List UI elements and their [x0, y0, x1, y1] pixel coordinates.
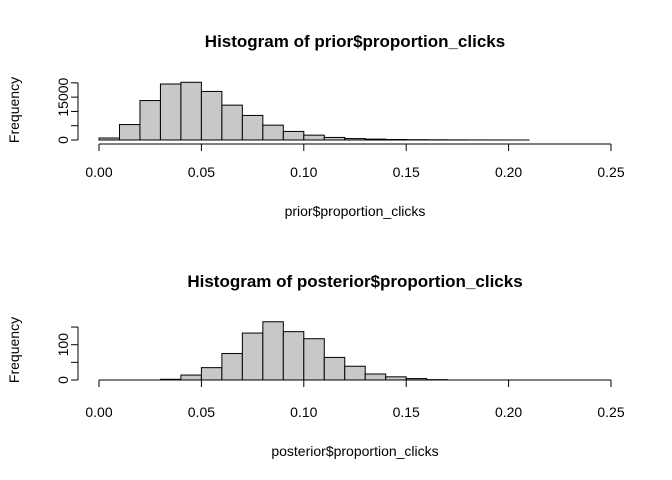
prior-bar: [323, 136, 346, 141]
prior-bar: [98, 137, 120, 141]
posterior-x-tick-label: 0.05: [188, 404, 215, 420]
prior-bar: [139, 100, 161, 141]
posterior-bar: [180, 374, 202, 381]
posterior-bars: [159, 321, 448, 381]
posterior-bar: [262, 321, 284, 381]
prior-x-tick-label: 0.00: [85, 164, 112, 180]
posterior-bar: [323, 356, 346, 381]
prior-chart-title: Histogram of prior$proportion_clicks: [205, 32, 505, 51]
posterior-bar: [282, 331, 305, 381]
posterior-histogram-panel: Histogram of posterior$proportion_clicks…: [6, 272, 625, 459]
posterior-x-tick-label: 0.25: [597, 404, 624, 420]
prior-bar: [303, 134, 325, 141]
posterior-y-axis-label: Frequency: [6, 317, 22, 383]
prior-x-tick-label: 0.25: [597, 164, 624, 180]
prior-bar: [159, 83, 182, 141]
posterior-x-tick-label: 0.20: [495, 404, 522, 420]
posterior-x-tick-label: 0.15: [393, 404, 420, 420]
prior-bar: [282, 130, 305, 141]
posterior-bar: [303, 338, 325, 381]
prior-y-axis: 0 15000: [55, 77, 79, 144]
posterior-bar: [344, 365, 366, 381]
posterior-x-axis: 0.00 0.05 0.10 0.15 0.20 0.25: [85, 379, 625, 420]
posterior-x-axis-label: posterior$proportion_clicks: [271, 443, 438, 459]
prior-x-tick-label: 0.15: [393, 164, 420, 180]
posterior-bar: [221, 353, 243, 381]
prior-histogram-panel: Histogram of prior$proportion_clicks Fre…: [6, 32, 625, 219]
posterior-chart-title: Histogram of posterior$proportion_clicks: [187, 272, 522, 291]
posterior-bar: [364, 373, 387, 381]
posterior-y-tick-label: 100: [55, 333, 71, 357]
prior-y-tick-label: 0: [55, 136, 71, 144]
prior-x-axis: 0.00 0.05 0.10 0.15 0.20 0.25: [85, 143, 625, 180]
prior-bar: [262, 124, 284, 141]
prior-bar: [364, 138, 387, 141]
prior-bar: [180, 81, 202, 141]
prior-y-axis-label: Frequency: [6, 77, 22, 143]
prior-x-tick-label: 0.10: [290, 164, 317, 180]
prior-x-tick-label: 0.05: [188, 164, 215, 180]
posterior-y-axis: 0 100: [55, 326, 79, 384]
prior-bar: [385, 138, 407, 141]
posterior-bar: [241, 332, 264, 381]
posterior-bar: [200, 367, 223, 381]
prior-y-tick-label: 15000: [55, 77, 71, 116]
posterior-x-tick-label: 0.00: [85, 404, 112, 420]
prior-x-axis-label: prior$proportion_clicks: [285, 203, 426, 219]
prior-x-tick-label: 0.20: [495, 164, 522, 180]
prior-bars: [98, 81, 530, 141]
prior-bar: [221, 104, 243, 141]
prior-bar: [241, 114, 264, 141]
posterior-x-tick-label: 0.10: [290, 404, 317, 420]
prior-bar: [200, 90, 223, 141]
prior-bar: [344, 138, 366, 141]
posterior-y-tick-label: 0: [55, 376, 71, 384]
prior-bar: [118, 124, 141, 141]
